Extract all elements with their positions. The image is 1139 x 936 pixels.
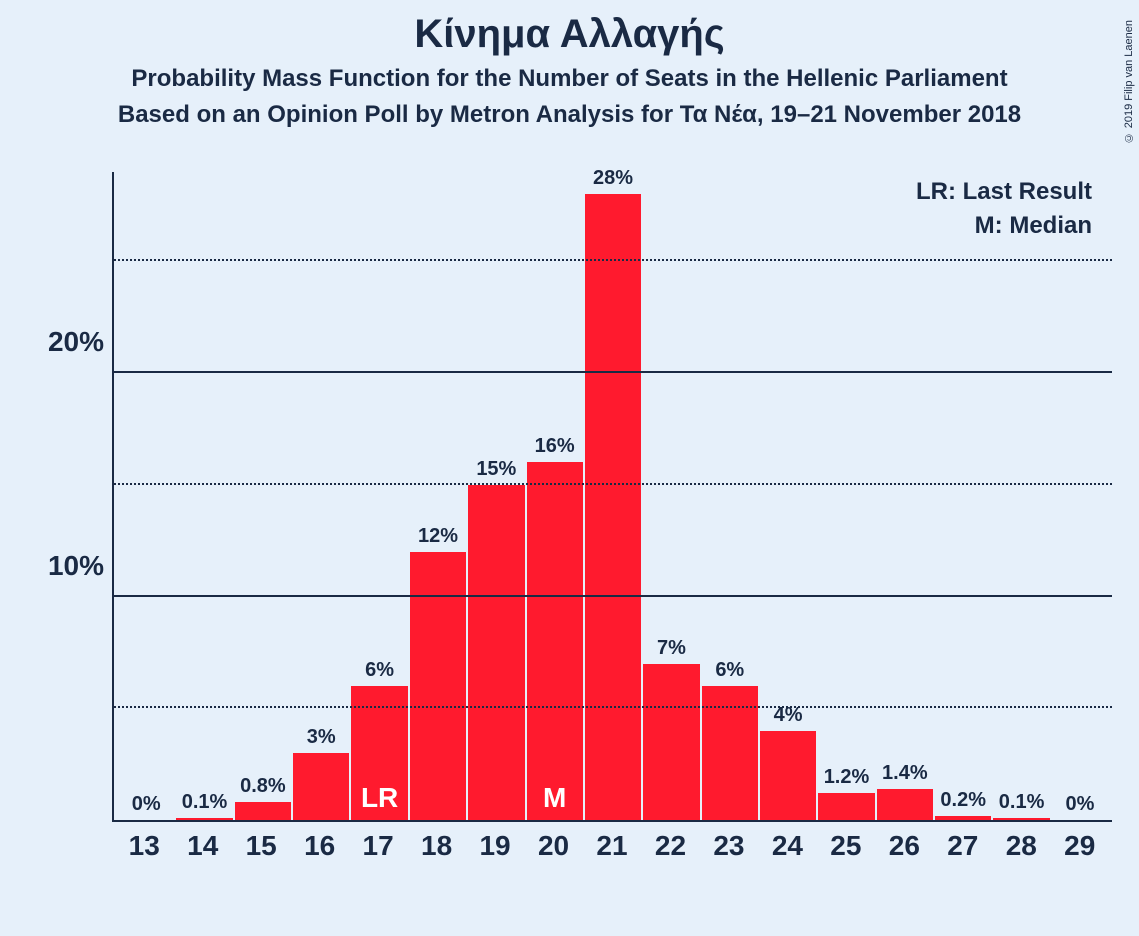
bar-value-label: 1.2% [824, 766, 870, 793]
bar: 0.8% [235, 802, 291, 820]
bar-slot: 0% [118, 172, 174, 820]
x-tick-label: 22 [642, 830, 698, 862]
bar-value-label: 7% [657, 637, 686, 664]
x-tick-label: 28 [993, 830, 1049, 862]
x-axis: 1314151617181920212223242526272829 [112, 830, 1112, 862]
bar: 1.4% [877, 789, 933, 820]
x-tick-label: 18 [408, 830, 464, 862]
x-tick-label: 26 [876, 830, 932, 862]
gridline [114, 259, 1112, 261]
bar-slot: 28% [585, 172, 641, 820]
bar: 4% [760, 731, 816, 820]
x-tick-label: 17 [350, 830, 406, 862]
bar-value-label: 3% [307, 726, 336, 753]
bar-slot: 6% LR [351, 172, 407, 820]
bar: 0.1% [993, 818, 1049, 820]
bar-value-label: 6% [365, 659, 394, 686]
bar: 12% [410, 552, 466, 820]
bar-value-label: 15% [476, 458, 516, 485]
bar: 7% [643, 664, 699, 820]
bars-container: 0%0.1%0.8%3%6%LR12%15%16%M28%7%6%4%1.2%1… [114, 172, 1112, 820]
x-tick-label: 25 [818, 830, 874, 862]
bar-slot: 0.8% [235, 172, 291, 820]
bar-value-label: 0% [132, 793, 161, 820]
bar-value-label: 0% [1065, 793, 1094, 820]
x-tick-label: 20 [525, 830, 581, 862]
x-tick-label: 16 [291, 830, 347, 862]
x-tick-label: 14 [174, 830, 230, 862]
x-tick-label: 27 [935, 830, 991, 862]
bar-slot: 0.2% [935, 172, 991, 820]
bar-value-label: 12% [418, 525, 458, 552]
bar: 1.2% [818, 793, 874, 820]
y-tick-label: 10% [48, 550, 114, 582]
bar: 16%M [527, 462, 583, 820]
bar-slot: 4% [760, 172, 816, 820]
x-tick-label: 19 [467, 830, 523, 862]
bar-value-label: 0.1% [999, 791, 1045, 818]
x-tick-label: 21 [584, 830, 640, 862]
bar-value-label: 28% [593, 167, 633, 194]
gridline: 20% [114, 371, 1112, 373]
chart-title: Κίνημα Αλλαγής [0, 12, 1139, 57]
bar-slot: 12% [410, 172, 466, 820]
bar: 15% [468, 485, 524, 820]
copyright-text: © 2019 Filip van Laenen [1123, 20, 1135, 143]
bar: 3% [293, 753, 349, 820]
gridline [114, 706, 1112, 708]
bar-value-label: 0.2% [940, 789, 986, 816]
bar-slot: 0.1% [993, 172, 1049, 820]
bar-value-label: 1.4% [882, 762, 928, 789]
bar-marker: M [543, 782, 566, 820]
bar: 28% [585, 194, 641, 820]
plot: 0%0.1%0.8%3%6%LR12%15%16%M28%7%6%4%1.2%1… [112, 172, 1112, 822]
x-tick-label: 13 [116, 830, 172, 862]
bar-slot: 1.4% [877, 172, 933, 820]
bar-slot: 0.1% [176, 172, 232, 820]
bar-marker: LR [361, 782, 398, 820]
bar-value-label: 6% [715, 659, 744, 686]
bar-value-label: 0.8% [240, 775, 286, 802]
bar-slot: 16% M [527, 172, 583, 820]
x-tick-label: 29 [1052, 830, 1108, 862]
gridline: 10% [114, 595, 1112, 597]
bar-slot: 0% [1052, 172, 1108, 820]
x-tick-label: 24 [759, 830, 815, 862]
x-tick-label: 23 [701, 830, 757, 862]
bar-slot: 3% [293, 172, 349, 820]
chart-subtitle-1: Probability Mass Function for the Number… [0, 65, 1139, 93]
bar: 0.1% [176, 818, 232, 820]
y-tick-label: 20% [48, 326, 114, 358]
chart-subtitle-2: Based on an Opinion Poll by Metron Analy… [0, 101, 1139, 129]
gridline [114, 483, 1112, 485]
bar-slot: 7% [643, 172, 699, 820]
bar-value-label: 16% [535, 435, 575, 462]
bar-slot: 15% [468, 172, 524, 820]
chart-area: LR: Last Result M: Median 0%0.1%0.8%3%6%… [112, 172, 1112, 822]
bar-slot: 6% [702, 172, 758, 820]
bar-value-label: 0.1% [182, 791, 228, 818]
bar-slot: 1.2% [818, 172, 874, 820]
bar: 0.2% [935, 816, 991, 820]
x-tick-label: 15 [233, 830, 289, 862]
